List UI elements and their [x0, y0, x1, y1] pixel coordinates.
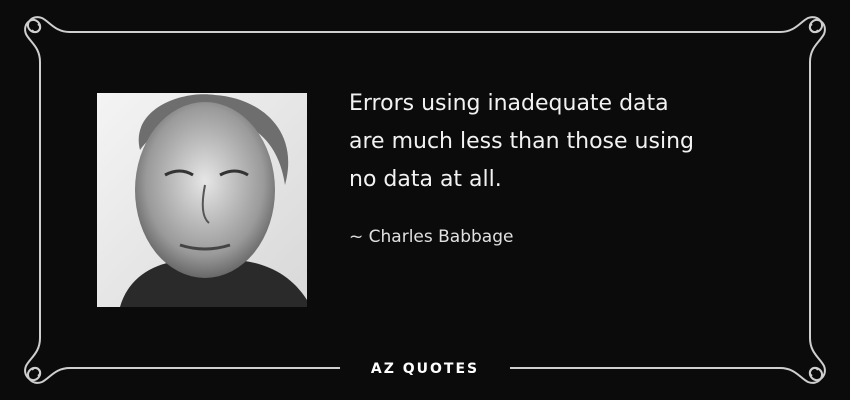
author: ~ Charles Babbage — [349, 227, 513, 247]
quote-line: are much less than those using — [349, 129, 694, 154]
quote-line: no data at all. — [349, 167, 502, 192]
portrait — [97, 93, 307, 307]
logo[interactable]: AZ QUOTES — [371, 361, 479, 377]
quote-line: Errors using inadequate data — [349, 91, 669, 116]
frame — [24, 16, 826, 384]
